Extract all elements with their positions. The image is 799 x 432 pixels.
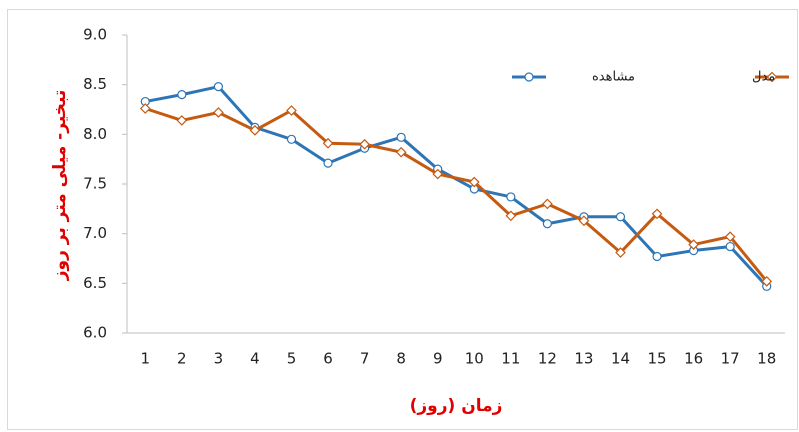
x-tick-label: 11	[501, 350, 520, 368]
point	[322, 137, 334, 149]
x-tick-label: 7	[360, 350, 370, 368]
point	[688, 239, 699, 250]
point	[505, 210, 517, 222]
point	[615, 247, 626, 258]
point	[396, 132, 406, 142]
x-tick-label: 3	[214, 350, 224, 368]
y-tick-label: 7.0	[83, 224, 107, 242]
x-tick-label: 15	[648, 350, 667, 368]
x-tick-label: 4	[250, 350, 260, 368]
legend-marker	[524, 72, 534, 82]
point	[615, 212, 626, 222]
series-line	[144, 107, 768, 283]
point	[176, 115, 188, 126]
point	[578, 215, 590, 227]
legend-label: مدل	[752, 70, 775, 85]
point	[651, 208, 663, 220]
point	[652, 251, 662, 262]
point	[395, 146, 407, 158]
point	[286, 134, 297, 144]
point	[725, 241, 735, 252]
x-tick-label: 9	[433, 350, 443, 368]
point	[177, 89, 187, 100]
point	[323, 158, 333, 168]
x-tick-label: 1	[141, 350, 151, 368]
point	[542, 219, 552, 229]
point	[542, 198, 553, 210]
x-tick-label: 18	[757, 350, 776, 368]
point	[249, 125, 261, 136]
y-tick-label: 7.5	[83, 175, 107, 193]
legend-label: مشاهده	[592, 70, 635, 85]
y-axis-title: تبخیر- میلی متر بر روز	[50, 90, 70, 282]
x-tick-label: 2	[177, 350, 187, 368]
x-tick-label: 6	[323, 350, 333, 368]
point	[213, 107, 224, 118]
x-tick-label: 17	[721, 350, 740, 368]
point	[506, 192, 516, 202]
point	[359, 138, 370, 150]
x-axis-title: زمان (روز)	[410, 396, 503, 416]
x-tick-label: 5	[287, 350, 297, 368]
point	[724, 231, 736, 242]
x-tick-label: 10	[465, 350, 484, 368]
legend-marker	[766, 71, 778, 83]
x-tick-label: 12	[538, 350, 557, 368]
y-tick-label: 9.0	[83, 26, 107, 44]
x-tick-label: 8	[396, 350, 406, 368]
point	[468, 176, 480, 188]
point	[761, 275, 773, 287]
y-tick-label: 8.0	[83, 125, 107, 143]
x-tick-label: 16	[684, 350, 703, 368]
point	[139, 103, 151, 114]
x-tick-label: 14	[611, 350, 630, 368]
y-tick-label: 8.5	[83, 75, 107, 93]
point	[286, 105, 297, 116]
point	[213, 82, 223, 92]
point	[432, 168, 444, 180]
x-tick-label: 13	[574, 350, 593, 368]
y-tick-label: 6.5	[83, 274, 107, 292]
y-tick-label: 6.0	[83, 324, 107, 342]
